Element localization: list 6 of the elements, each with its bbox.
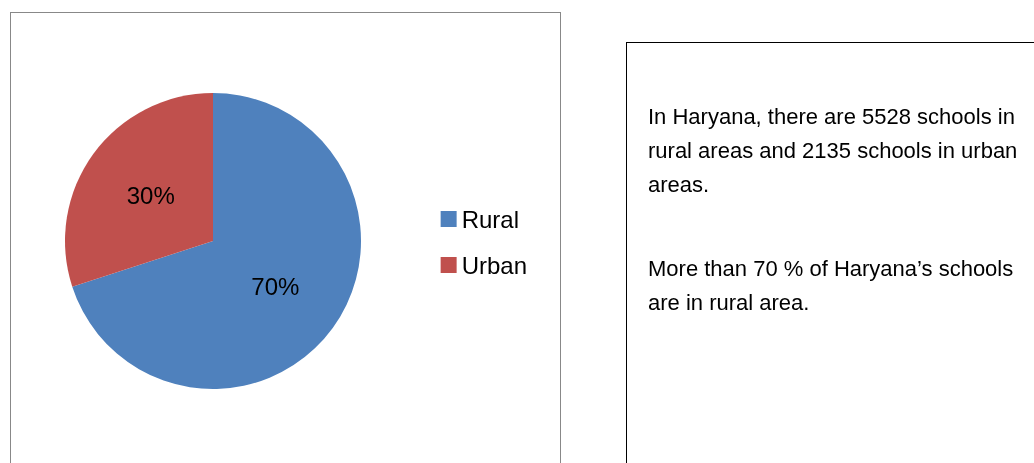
text: In Haryana, there are 5528 schools in rural areas and 2135 schools in urban areas. — [648, 103, 1019, 199]
data-label: 70% — [251, 272, 300, 300]
data-label: 30% — [126, 182, 175, 210]
legend-label: Rural — [461, 205, 519, 233]
legend-label: Urban — [461, 251, 528, 279]
text: More than 70 % of Haryana’s schools are in rural area. — [648, 255, 1015, 317]
